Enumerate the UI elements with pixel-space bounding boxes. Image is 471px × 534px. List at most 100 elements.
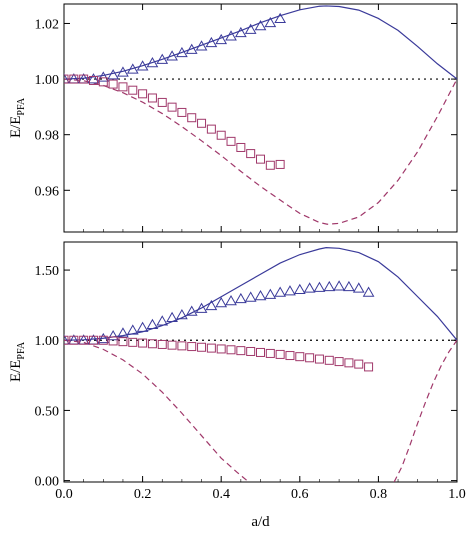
triangle-marker <box>264 16 277 28</box>
square-marker <box>364 362 374 372</box>
triangle-marker <box>195 302 208 313</box>
dashed-curve <box>64 78 457 225</box>
plot-frame <box>63 241 458 483</box>
triangle-marker <box>107 69 119 80</box>
triangle-marker <box>303 282 316 293</box>
triangle-marker <box>126 63 139 74</box>
square-marker <box>265 160 275 170</box>
square-marker <box>64 335 69 345</box>
y-axis-label-main: E/E <box>8 116 24 139</box>
square-marker <box>147 339 157 349</box>
square-marker <box>246 346 256 356</box>
triangle-marker <box>166 311 178 323</box>
triangle-marker <box>64 73 70 84</box>
square-marker <box>275 159 285 169</box>
triangle-marker <box>156 315 169 326</box>
square-marker <box>108 79 118 89</box>
square-marker <box>147 93 157 103</box>
square-marker <box>118 337 128 347</box>
panel-bottom: 0.0 0.2 0.4 0.6 0.8 1.0 0.00 0.50 1.00 1.50 E/EPFA… <box>8 241 466 530</box>
x-tick-label: 0.8 <box>370 487 388 502</box>
plot-frame <box>63 3 458 233</box>
square-marker <box>226 136 236 146</box>
triangle-marker <box>215 297 228 308</box>
square-marker <box>98 77 108 87</box>
square-marker <box>167 102 177 112</box>
triangle-marker <box>244 23 257 34</box>
triangle-marker <box>107 330 119 341</box>
triangle-marker <box>136 60 149 71</box>
square-marker <box>256 347 265 357</box>
y-tick-label: 1.00 <box>35 73 60 88</box>
triangle-marker <box>313 281 326 292</box>
y-tick-label: 1.00 <box>35 334 60 349</box>
triangle-marker <box>264 288 277 299</box>
x-tick-label: 0.4 <box>212 487 230 502</box>
square-marker <box>324 355 334 365</box>
triangle-marker <box>333 280 345 291</box>
square-marker <box>314 354 324 364</box>
triangle-marker <box>254 19 267 31</box>
triangle-marker <box>117 66 129 77</box>
y-axis-label-sub: PFA <box>16 341 27 359</box>
y-axis-label-sub: PFA <box>16 97 27 115</box>
square-marker <box>275 349 285 359</box>
square-marker <box>79 335 89 345</box>
y-axis-label: E/EPFA <box>8 341 27 382</box>
square-marker <box>138 338 148 348</box>
square-marker <box>197 118 207 128</box>
square-marker <box>128 85 138 95</box>
triangle-marker <box>64 334 70 345</box>
triangle-marker <box>225 294 237 306</box>
triangle-marker <box>343 280 355 292</box>
y-axis-label-main: E/E <box>8 360 24 383</box>
triangle-marker <box>274 12 287 23</box>
square-marker <box>167 340 177 350</box>
panel-top: 0.96 0.98 1.00 1.02 E/EPFA <box>8 3 458 233</box>
square-marker <box>88 335 98 345</box>
square-marker <box>236 142 246 152</box>
square-marker <box>236 346 246 356</box>
square-marker <box>285 351 295 361</box>
triangle-marker <box>166 50 178 61</box>
y-tick-label: 0.50 <box>35 404 60 419</box>
triangle-marker <box>146 318 159 330</box>
square-marker <box>226 345 236 355</box>
triangle-marker <box>244 291 257 302</box>
triangle-marker <box>234 26 247 38</box>
triangle-marker <box>176 308 188 320</box>
triangle-marker <box>117 327 129 338</box>
triangle-marker <box>215 33 228 45</box>
triangle-marker <box>293 283 306 294</box>
square-marker <box>197 342 207 352</box>
square-marker <box>69 335 79 345</box>
square-marker <box>177 341 187 351</box>
square-marker <box>79 74 89 84</box>
square-marker <box>246 149 256 159</box>
x-axis-label: a/d <box>251 514 270 530</box>
y-tick-label: 0.00 <box>35 475 60 490</box>
triangle-marker <box>185 43 198 54</box>
square-marker <box>187 342 197 352</box>
triangle-marker <box>146 56 159 68</box>
square-marker <box>138 89 148 99</box>
square-marker <box>216 344 226 354</box>
triangle-marker <box>156 53 169 64</box>
triangle-marker <box>97 332 110 344</box>
square-marker <box>295 352 305 362</box>
y-tick-label: 0.96 <box>35 184 60 199</box>
triangle-marker <box>284 285 296 296</box>
square-marker <box>256 154 265 164</box>
square-marker <box>64 74 69 84</box>
dashed-curve-branch <box>393 339 457 482</box>
triangle-marker <box>97 71 110 82</box>
dashed-curve <box>64 339 250 482</box>
triangle-marker <box>126 324 139 335</box>
square-marker <box>108 336 118 346</box>
triangle-marker <box>205 299 218 311</box>
triangle-marker <box>225 30 237 41</box>
solid-curve <box>64 5 457 80</box>
square-marker <box>265 348 275 358</box>
square-marker <box>206 343 216 353</box>
